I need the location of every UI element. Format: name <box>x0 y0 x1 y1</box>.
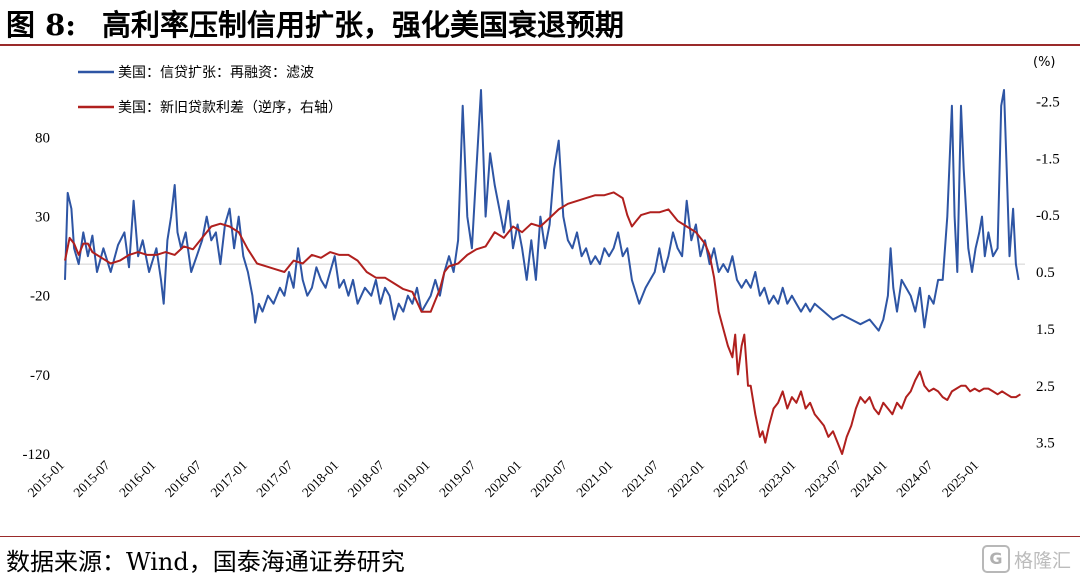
right-tick-label: -2.5 <box>1036 94 1060 110</box>
title-rule <box>0 44 1080 46</box>
x-tick-label: 2015-07 <box>70 457 113 500</box>
x-tick-label: 2015-01 <box>25 458 67 500</box>
right-tick-label: 3.5 <box>1036 436 1055 452</box>
legend: 美国：信贷扩张：再融资：滤波 美国：新旧贷款利差（逆序，右轴） <box>78 65 342 116</box>
source-rule <box>0 536 1080 537</box>
right-tick-label: -0.5 <box>1036 208 1060 224</box>
right-tick-label: 0.5 <box>1036 265 1055 281</box>
x-tick-label: 2025-01 <box>939 458 981 500</box>
x-tick-label: 2019-01 <box>390 458 432 500</box>
x-tick-label: 2021-01 <box>573 458 615 500</box>
series-line-loan-spread <box>64 191 1021 455</box>
x-tick-label: 2022-01 <box>665 458 707 500</box>
figure-label: 图 8: <box>6 8 76 42</box>
data-source: 数据来源：Wind，国泰海通证券研究 <box>6 548 405 576</box>
x-tick-label: 2017-07 <box>253 457 296 500</box>
x-tick-label: 2023-07 <box>802 457 845 500</box>
left-tick-label: -20 <box>30 289 50 305</box>
x-tick-label: 2024-07 <box>893 457 936 500</box>
right-axis: -2.5 -1.5 -0.5 0.5 1.5 2.5 3.5 <box>1036 94 1060 451</box>
watermark-logo-icon: G <box>982 545 1010 573</box>
figure-title-row: 图 8: 高利率压制信用扩张，强化美国衰退预期 <box>6 2 624 44</box>
x-tick-label: 2020-07 <box>528 457 571 500</box>
left-axis: 80 30 -20 -70 -120 <box>23 130 51 463</box>
x-tick-label: 2018-01 <box>299 458 341 500</box>
x-tick-label: 2019-07 <box>436 457 479 500</box>
x-tick-label: 2018-07 <box>345 457 388 500</box>
right-tick-label: 1.5 <box>1036 322 1055 338</box>
right-tick-label: 2.5 <box>1036 379 1055 395</box>
legend-label-red: 美国：新旧贷款利差（逆序，右轴） <box>118 100 342 116</box>
left-tick-label: 80 <box>35 130 50 146</box>
x-tick-label: 2024-01 <box>848 458 890 500</box>
left-tick-label: 30 <box>35 210 50 226</box>
x-axis: 2015-01 2015-07 2016-01 2016-07 2017-01 2017-… <box>25 457 982 500</box>
series-line-credit-expansion <box>64 89 1020 332</box>
watermark-text: 格隆汇 <box>1014 549 1072 572</box>
figure-title: 高利率压制信用扩张，强化美国衰退预期 <box>101 8 624 42</box>
x-tick-label: 2020-01 <box>482 458 524 500</box>
watermark: G 格隆汇 <box>982 545 1071 573</box>
series-layer <box>64 89 1021 455</box>
right-tick-label: -1.5 <box>1036 151 1060 167</box>
x-tick-label: 2021-07 <box>619 457 662 500</box>
x-tick-label: 2017-01 <box>208 458 250 500</box>
x-tick-label: 2016-07 <box>162 457 205 500</box>
x-tick-label: 2016-01 <box>116 458 158 500</box>
right-axis-unit: (%) <box>1033 55 1056 70</box>
left-tick-label: -70 <box>30 368 50 384</box>
left-tick-label: -120 <box>23 447 51 463</box>
x-tick-label: 2022-07 <box>710 457 753 500</box>
legend-label-blue: 美国：信贷扩张：再融资：滤波 <box>118 65 314 81</box>
x-tick-label: 2023-01 <box>756 458 798 500</box>
